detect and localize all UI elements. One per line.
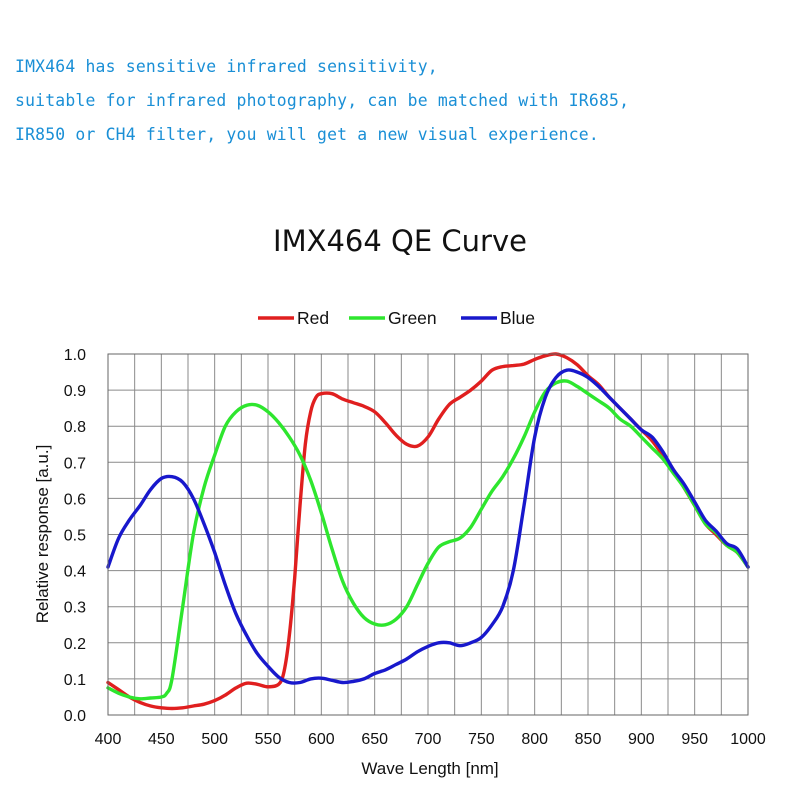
intro-text: IMX464 has sensitive infrared sensitivit… <box>15 50 785 152</box>
x-tick-label: 900 <box>628 731 655 748</box>
y-tick-label: 0.2 <box>64 636 86 653</box>
x-tick-label: 850 <box>575 731 602 748</box>
legend: Red Green Blue <box>258 308 535 328</box>
y-tick-label: 0.9 <box>64 383 86 400</box>
y-tick-label: 0.6 <box>64 491 86 508</box>
legend-label-blue: Blue <box>500 308 535 328</box>
y-tick-label: 0.8 <box>64 419 86 436</box>
y-tick-label: 0.0 <box>64 708 86 725</box>
x-tick-label: 600 <box>308 731 335 748</box>
intro-line-2: suitable for infrared photography, can b… <box>15 91 630 110</box>
axes: 400 450 500 550 600 650 700 750 800 850 900 950 1000… <box>64 347 766 748</box>
y-axis-label: Relative response [a.u.] <box>33 445 52 624</box>
y-tick-label: 0.3 <box>64 600 86 617</box>
x-tick-label: 800 <box>521 731 548 748</box>
y-tick-label: 0.4 <box>64 564 86 581</box>
y-tick-label: 1.0 <box>64 347 86 364</box>
grid <box>107 353 749 716</box>
series-line-green <box>106 379 750 701</box>
x-tick-label: 750 <box>468 731 495 748</box>
y-tick-label: 0.7 <box>64 455 86 472</box>
intro-line-1: IMX464 has sensitive infrared sensitivit… <box>15 57 438 76</box>
x-tick-label: 700 <box>415 731 442 748</box>
x-tick-label: 1000 <box>730 731 766 748</box>
x-tick-label: 450 <box>148 731 175 748</box>
series-lines <box>106 352 750 711</box>
plot-frame <box>107 353 749 716</box>
x-axis-label: Wave Length [nm] <box>361 759 498 778</box>
intro-line-3: IR850 or CH4 filter, you will get a new … <box>15 125 599 144</box>
x-tick-label: 400 <box>95 731 122 748</box>
chart-title: IMX464 QE Curve <box>273 224 527 258</box>
x-tick-label: 650 <box>361 731 388 748</box>
series-line-blue <box>106 368 750 685</box>
y-tick-label: 0.5 <box>64 528 86 545</box>
y-tick-label: 0.1 <box>64 672 86 689</box>
legend-label-green: Green <box>388 308 437 328</box>
x-tick-label: 550 <box>255 731 282 748</box>
legend-label-red: Red <box>297 308 329 328</box>
x-tick-label: 500 <box>201 731 228 748</box>
x-tick-label: 950 <box>681 731 708 748</box>
